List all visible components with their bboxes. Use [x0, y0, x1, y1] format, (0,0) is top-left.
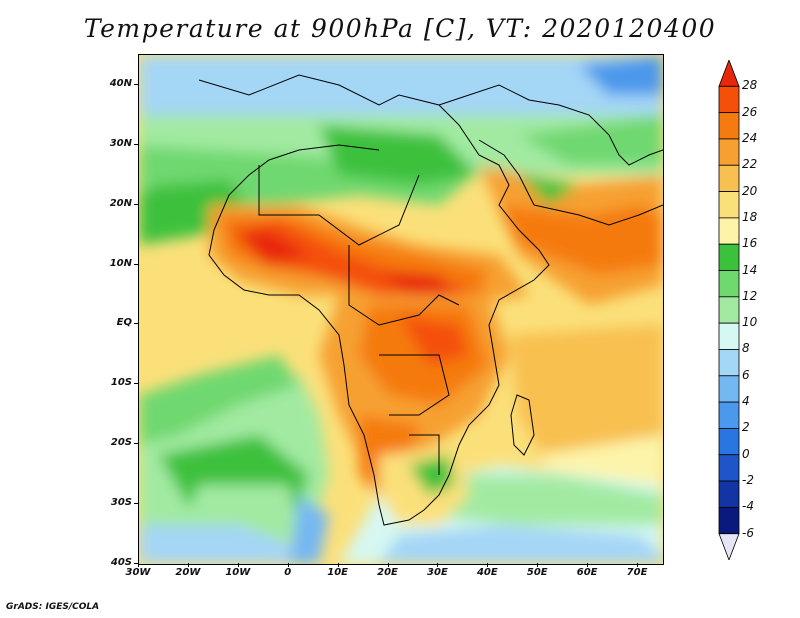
lon-tick-label: 10W — [225, 567, 251, 578]
colorbar-swatch — [718, 270, 740, 298]
colorbar-top-triangle — [718, 58, 740, 87]
lat-tick-label: 10N — [109, 257, 132, 269]
colorbar-swatch — [718, 480, 740, 508]
lon-tick-mark — [387, 563, 389, 567]
lat-tick-mark — [134, 563, 138, 564]
lat-tick-label: 30S — [110, 497, 132, 509]
colorbar-swatch — [718, 85, 740, 114]
colorbar-bottom-triangle — [718, 533, 740, 562]
colorbar-label: 16 — [742, 236, 758, 251]
colorbar-label: 0 — [742, 446, 750, 461]
lon-tick-label: 60E — [576, 567, 598, 578]
lon-tick-mark — [437, 563, 439, 567]
lat-tick-mark — [134, 263, 138, 265]
coastline — [198, 74, 663, 526]
lat-tick-mark — [134, 83, 138, 85]
lat-tick-mark — [134, 143, 138, 145]
lon-tick-mark — [487, 563, 489, 567]
lon-tick-mark — [138, 563, 139, 567]
colorbar-swatch — [718, 375, 740, 403]
lon-tick-label: 40E — [476, 567, 498, 578]
lon-tick-label: 30W — [125, 567, 151, 578]
lat-tick-label: 40N — [109, 77, 132, 89]
colorbar-swatch — [718, 401, 740, 429]
colorbar-label: 22 — [742, 157, 758, 172]
temperature-map — [138, 54, 664, 565]
colorbar-swatch — [718, 243, 740, 271]
colorbar-label: -6 — [742, 525, 754, 540]
grads-credit: GrADS: IGES/COLA — [6, 602, 100, 612]
lon-tick-mark — [637, 563, 639, 567]
colorbar-label: 12 — [742, 288, 758, 303]
lat-tick-label: 10S — [110, 377, 132, 389]
colorbar-swatch — [718, 296, 740, 324]
lon-tick-label: 70E — [626, 567, 648, 578]
lat-tick-label: 20S — [110, 437, 132, 449]
lon-tick-mark — [587, 563, 589, 567]
colorbar-label: 18 — [742, 209, 758, 224]
colorbar-label: 26 — [742, 104, 758, 119]
lat-tick-mark — [134, 503, 138, 505]
lat-tick-label: 40S — [110, 557, 132, 568]
colorbar-label: -4 — [742, 499, 754, 514]
lon-tick-label: 50E — [526, 567, 548, 578]
lat-tick-mark — [134, 383, 138, 385]
colorbar-swatch — [718, 322, 740, 350]
colorbar-swatch — [718, 428, 740, 456]
colorbar-label: 24 — [742, 130, 758, 145]
lon-tick-mark — [337, 563, 339, 567]
lon-tick-mark — [237, 563, 239, 567]
lat-tick-mark — [134, 323, 138, 325]
colorbar-label: 28 — [742, 78, 758, 93]
lon-tick-label: 20E — [377, 567, 398, 578]
lon-tick-mark — [537, 563, 539, 567]
lat-tick-mark — [134, 203, 138, 205]
colorbar — [718, 58, 740, 564]
colorbar-label: 4 — [742, 394, 750, 409]
lat-tick-label: EQ — [116, 317, 132, 329]
lat-tick-mark — [134, 443, 138, 445]
colorbar-swatch — [718, 506, 740, 535]
lon-tick-label: 0 — [284, 567, 292, 578]
lon-tick-label: 30E — [427, 567, 448, 578]
lon-tick-label: 10E — [327, 567, 348, 578]
colorbar-label: 20 — [742, 183, 758, 198]
colorbar-label: 8 — [742, 341, 750, 356]
lon-tick-mark — [187, 563, 189, 567]
colorbar-swatch — [718, 138, 740, 166]
lon-tick-label: 20W — [175, 567, 201, 578]
colorbar-swatch — [718, 217, 740, 245]
colorbar-label: 14 — [742, 262, 758, 277]
colorbar-swatch — [718, 454, 740, 482]
lat-tick-label: 20N — [109, 197, 132, 209]
colorbar-swatch — [718, 191, 740, 219]
colorbar-swatch — [718, 164, 740, 192]
map-title: Temperature at 900hPa [C], VT: 202012040… — [83, 14, 717, 43]
colorbar-label: 10 — [742, 315, 758, 330]
temperature-field — [139, 55, 663, 564]
lon-tick-mark — [287, 563, 289, 567]
colorbar-swatch — [718, 349, 740, 377]
colorbar-label: -2 — [742, 473, 754, 488]
lat-tick-label: 30N — [109, 137, 132, 149]
colorbar-label: 2 — [742, 420, 750, 435]
colorbar-swatches — [718, 58, 740, 562]
colorbar-label: 6 — [742, 367, 750, 382]
colorbar-swatch — [718, 112, 740, 140]
